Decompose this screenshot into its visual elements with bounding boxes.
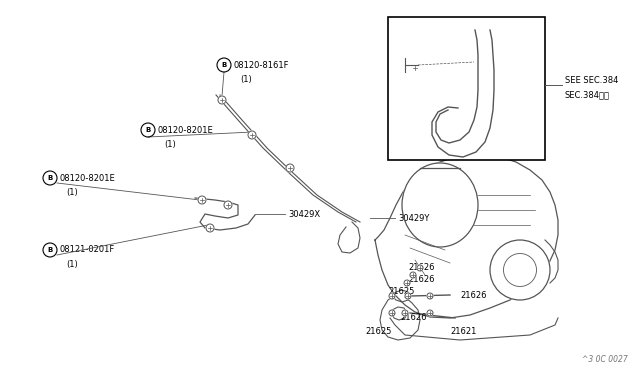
Text: 21626: 21626: [460, 291, 486, 299]
Circle shape: [405, 293, 411, 299]
Text: (1): (1): [240, 74, 252, 83]
Circle shape: [224, 201, 232, 209]
Text: 21621: 21621: [450, 327, 476, 337]
Text: 08120-8201E: 08120-8201E: [59, 173, 115, 183]
Text: 30429Y: 30429Y: [398, 214, 429, 222]
Circle shape: [402, 310, 408, 316]
Text: SEC.384参照: SEC.384参照: [565, 90, 610, 99]
Text: (1): (1): [66, 260, 77, 269]
Text: 08121-0201F: 08121-0201F: [59, 246, 115, 254]
Circle shape: [410, 272, 416, 278]
Circle shape: [490, 240, 550, 300]
Text: B: B: [145, 127, 150, 133]
Text: 08120-8201E: 08120-8201E: [157, 125, 212, 135]
Text: SEE SEC.384: SEE SEC.384: [565, 76, 618, 84]
Text: B: B: [47, 247, 52, 253]
Circle shape: [504, 253, 536, 286]
Text: 21626: 21626: [408, 263, 435, 273]
Text: (1): (1): [66, 187, 77, 196]
Circle shape: [248, 131, 256, 139]
Circle shape: [427, 293, 433, 299]
Text: 08120-8161F: 08120-8161F: [233, 61, 289, 70]
Circle shape: [198, 196, 206, 204]
Text: B: B: [47, 175, 52, 181]
Text: B: B: [221, 62, 227, 68]
Text: 30429X: 30429X: [288, 209, 320, 218]
Bar: [388, 17, 545, 160]
Text: 21626: 21626: [400, 314, 426, 323]
Text: ^3 0C 0027: ^3 0C 0027: [582, 355, 628, 364]
Text: 21626: 21626: [408, 276, 435, 285]
Circle shape: [389, 293, 395, 299]
Circle shape: [427, 310, 433, 316]
Ellipse shape: [402, 163, 478, 247]
Text: 21625: 21625: [388, 288, 414, 296]
Text: 21625: 21625: [365, 327, 392, 337]
Circle shape: [218, 96, 226, 104]
Text: (1): (1): [164, 140, 176, 148]
Circle shape: [286, 164, 294, 172]
Circle shape: [411, 64, 419, 72]
Circle shape: [417, 265, 423, 271]
Circle shape: [206, 224, 214, 232]
Circle shape: [389, 310, 395, 316]
Circle shape: [404, 280, 410, 286]
